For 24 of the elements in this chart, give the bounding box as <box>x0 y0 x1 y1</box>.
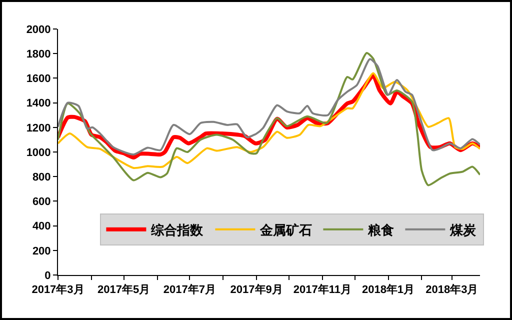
legend-label: 粮食 <box>367 222 394 238</box>
y-tick-label: 600 <box>32 196 51 208</box>
x-tick-label: 2017年3月 <box>32 283 84 296</box>
x-tick-label: 2017年7月 <box>163 283 216 296</box>
y-tick-label: 0 <box>44 270 51 282</box>
y-tick-label: 1000 <box>26 146 51 159</box>
line-series <box>58 58 480 156</box>
legend-label: 煤炭 <box>449 222 478 238</box>
x-tick-label: 2017年9月 <box>230 283 283 296</box>
y-tick-label: 400 <box>32 220 51 233</box>
x-tick-label: 2017年11月 <box>293 283 352 296</box>
x-tick-label: 2018年3月 <box>426 283 478 296</box>
legend-label: 综合指数 <box>150 222 204 238</box>
y-tick-label: 1600 <box>26 73 51 86</box>
y-tick-label: 2000 <box>26 24 51 36</box>
y-tick-label: 1800 <box>26 48 51 60</box>
y-tick-label: 1200 <box>26 122 51 134</box>
x-tick-label: 2017年5月 <box>98 283 150 296</box>
legend-label: 金属矿石 <box>259 222 312 238</box>
y-tick-label: 1400 <box>26 98 51 110</box>
y-tick-label: 800 <box>32 171 51 184</box>
x-tick-label: 2018年1月 <box>362 283 415 296</box>
y-tick-label: 200 <box>32 245 51 258</box>
line-series <box>58 52 480 186</box>
